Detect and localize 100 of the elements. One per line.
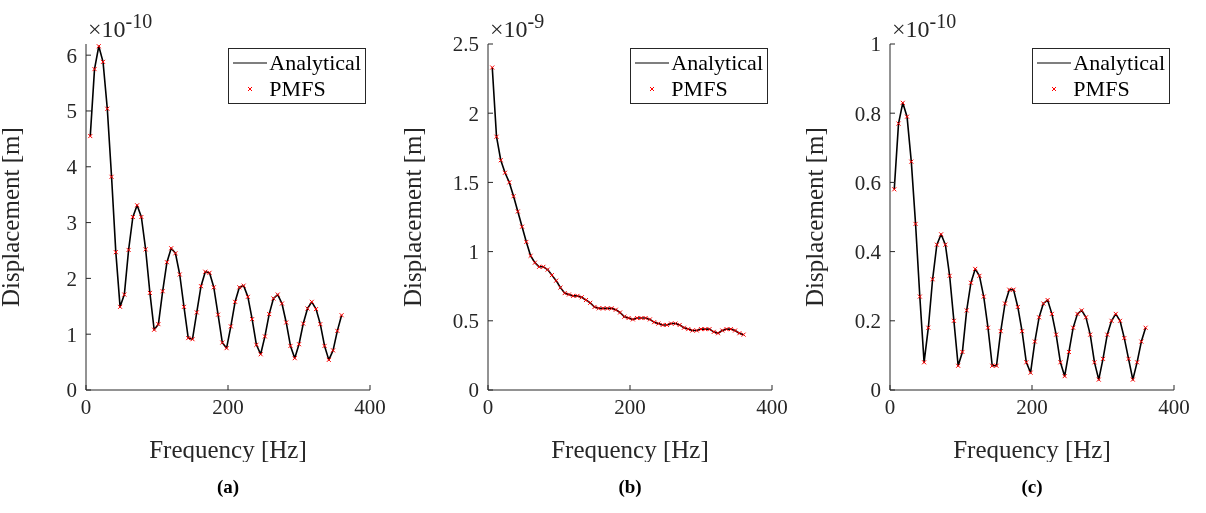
point xyxy=(600,305,606,311)
point xyxy=(562,290,568,296)
y-axis-title: Displacement [m] xyxy=(398,127,426,307)
x-tick-label: 200 xyxy=(614,394,646,419)
point xyxy=(981,294,987,300)
point xyxy=(947,273,953,279)
point xyxy=(1023,359,1029,365)
point xyxy=(100,59,106,65)
point xyxy=(942,242,948,248)
point xyxy=(151,327,157,333)
point xyxy=(959,349,965,355)
point xyxy=(1066,349,1072,355)
point xyxy=(296,341,302,347)
point xyxy=(1134,359,1140,365)
y-tick-label: 2.5 xyxy=(452,32,479,57)
point xyxy=(309,299,315,305)
point xyxy=(1126,356,1132,362)
y-tick-label: 0.8 xyxy=(854,101,881,126)
point xyxy=(109,174,115,180)
point xyxy=(711,329,717,335)
point xyxy=(215,312,221,318)
point xyxy=(951,318,957,324)
y-tick-label: 1 xyxy=(468,240,479,265)
point xyxy=(506,179,512,185)
y-tick-label: 1.5 xyxy=(452,170,479,195)
y-tick-label: 0 xyxy=(870,378,881,403)
point xyxy=(549,272,555,278)
text: (c) xyxy=(1020,476,1044,498)
point xyxy=(168,245,174,251)
x-tick-label: 400 xyxy=(756,394,788,419)
y-tick-label: 1 xyxy=(66,322,77,347)
x-tick-label: 400 xyxy=(354,394,386,419)
point xyxy=(270,295,276,301)
point xyxy=(630,316,636,322)
point xyxy=(155,321,161,327)
point xyxy=(185,335,191,341)
point xyxy=(147,290,153,296)
point xyxy=(313,306,319,312)
point xyxy=(930,276,936,282)
point xyxy=(1049,311,1055,317)
point xyxy=(532,260,538,266)
point xyxy=(664,322,670,328)
point xyxy=(1091,359,1097,365)
point xyxy=(964,307,970,313)
y-tick-label: 6 xyxy=(66,43,77,68)
point xyxy=(1121,335,1127,341)
point xyxy=(339,312,345,318)
point xyxy=(177,271,183,277)
point xyxy=(553,278,559,284)
point xyxy=(702,326,708,332)
point xyxy=(262,333,268,339)
point xyxy=(266,311,272,317)
point xyxy=(989,363,995,369)
point xyxy=(489,65,495,71)
point xyxy=(668,321,674,327)
point xyxy=(1104,332,1110,338)
y-tick-label: 4 xyxy=(66,155,78,180)
point xyxy=(1040,301,1046,306)
point xyxy=(1100,356,1106,362)
point xyxy=(1036,314,1042,320)
point xyxy=(694,327,700,333)
point xyxy=(900,100,906,106)
text: ×10$^{-10}$ xyxy=(892,10,957,43)
point xyxy=(934,242,940,248)
point xyxy=(283,319,289,325)
point xyxy=(570,293,576,299)
point xyxy=(198,283,204,289)
point xyxy=(651,319,657,325)
y-tick-label: 1 xyxy=(870,32,881,57)
line-series xyxy=(893,102,1147,381)
y-tick-label: 2 xyxy=(468,101,479,126)
x-tick-label: 400 xyxy=(1158,394,1190,419)
point xyxy=(134,202,140,208)
point xyxy=(1096,377,1102,383)
point xyxy=(300,321,306,327)
point xyxy=(1083,314,1089,320)
point xyxy=(224,345,230,351)
y-tick-label: 3 xyxy=(66,211,77,236)
point xyxy=(245,294,251,300)
y-tick-label: 0.2 xyxy=(854,309,881,334)
point xyxy=(917,294,923,300)
point xyxy=(143,246,149,252)
y-tick-label: 0 xyxy=(66,378,77,403)
point xyxy=(698,326,704,332)
point xyxy=(1019,328,1025,334)
point xyxy=(685,326,691,332)
y-tick-label: 2 xyxy=(66,266,77,291)
point xyxy=(87,133,93,139)
point xyxy=(732,327,738,333)
point xyxy=(1079,307,1085,313)
point xyxy=(317,321,323,327)
point xyxy=(498,157,504,163)
point xyxy=(891,186,897,192)
text: (a) xyxy=(215,476,241,498)
y-tick-label: 5 xyxy=(66,99,77,124)
y-tick-label: 0.5 xyxy=(452,309,479,334)
point xyxy=(515,208,521,214)
point xyxy=(275,292,281,298)
point xyxy=(1113,311,1119,317)
point xyxy=(557,285,563,291)
